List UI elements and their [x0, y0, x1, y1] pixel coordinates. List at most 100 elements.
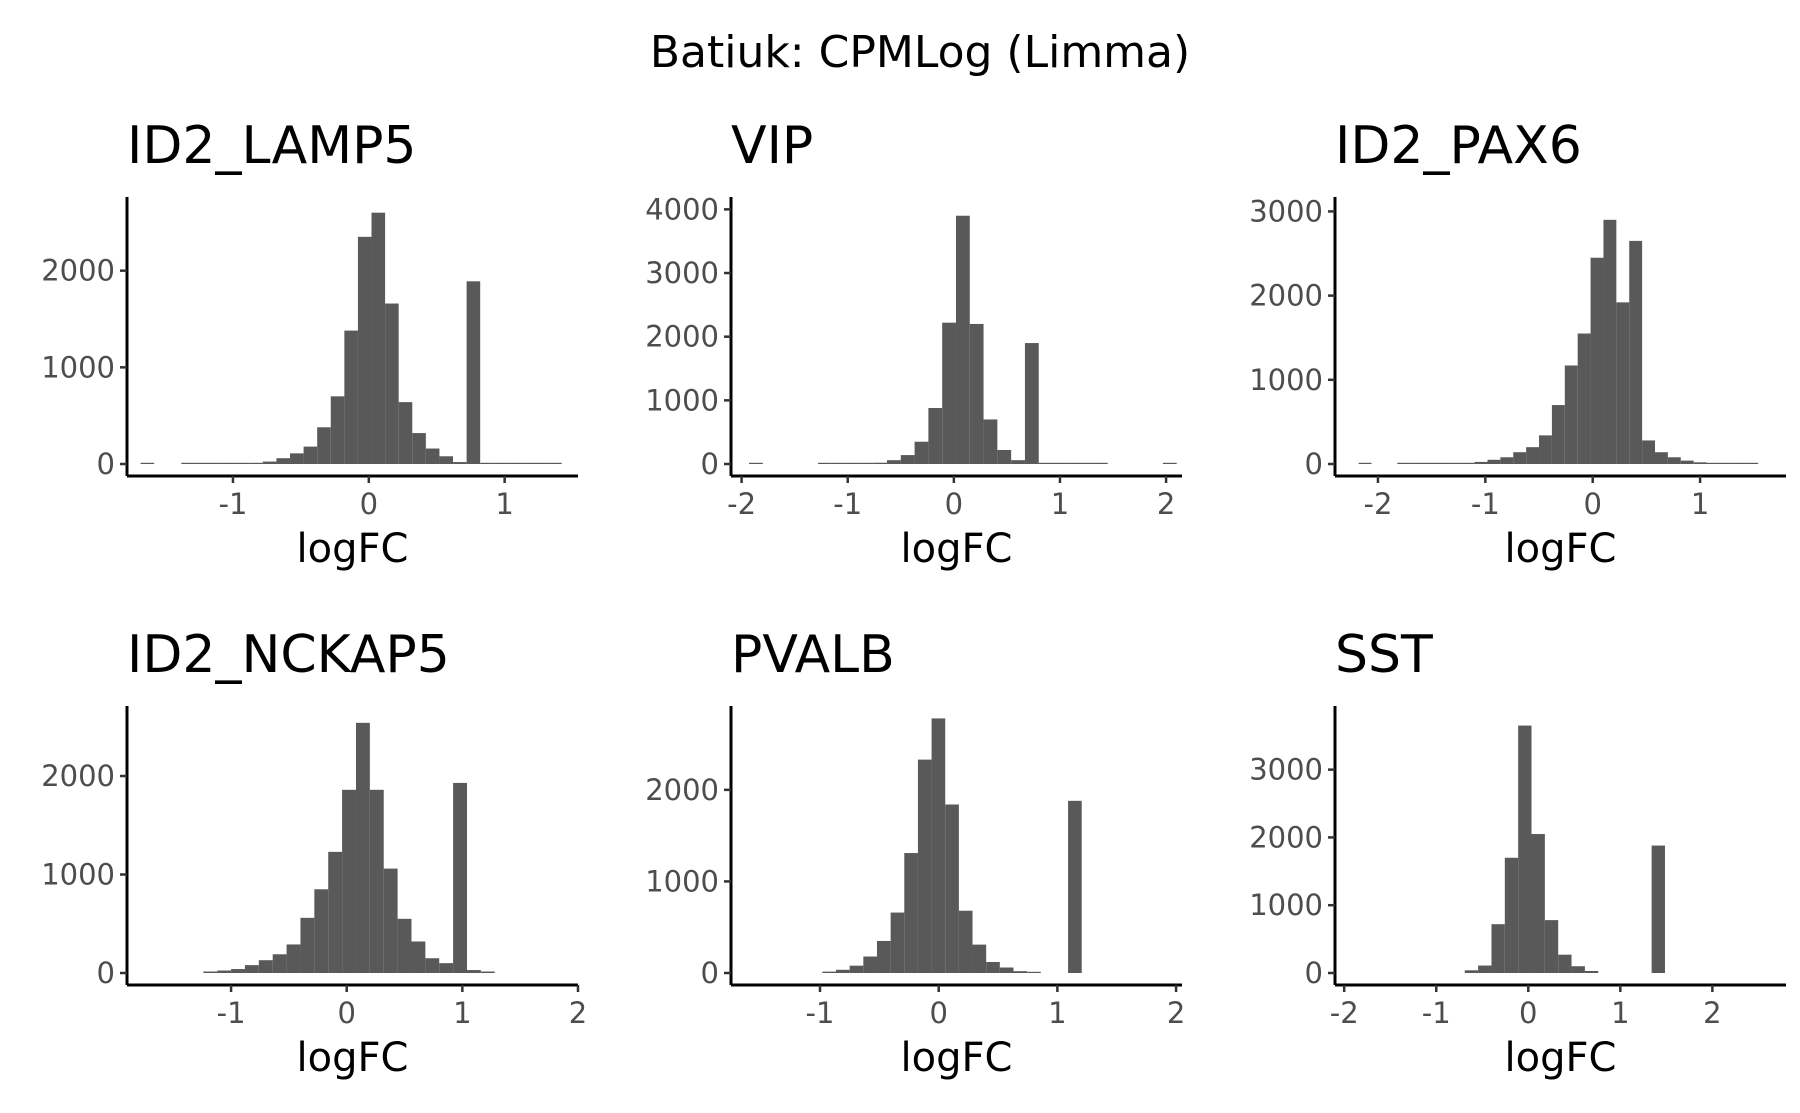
histogram-bar: [890, 912, 905, 973]
histogram-bar: [385, 303, 399, 464]
histogram-bar: [439, 963, 454, 973]
histogram-bar: [235, 462, 250, 464]
y-tick-label: 3000: [645, 256, 719, 290]
histogram-bar: [969, 323, 984, 464]
panel-title: ID2_NCKAP5: [127, 625, 450, 685]
y-tick-label: 3000: [1249, 753, 1323, 787]
histogram-bar: [958, 910, 973, 973]
histogram-bar: [1080, 462, 1094, 464]
histogram-bar: [942, 322, 956, 464]
histogram-bar: [507, 462, 521, 464]
y-tick-label: 3000: [1249, 194, 1323, 228]
histogram-panel-1: ID2_LAMP5 0 1000 2000 -1 0 1 logFC: [41, 116, 578, 572]
histogram-bar: [822, 971, 837, 973]
histogram-bar: [520, 462, 535, 464]
x-tick-label: 1: [453, 996, 471, 1030]
histogram-bar: [1539, 435, 1552, 464]
histogram-bar: [1448, 462, 1462, 464]
histogram-bar: [955, 215, 970, 464]
histogram-panel-4: ID2_NCKAP5 0 1000 2000 -1 0 1 2 logFC: [41, 625, 587, 1081]
histogram-bar: [1500, 457, 1514, 464]
histogram-bar: [314, 889, 329, 973]
histogram-bar: [999, 967, 1014, 973]
histogram-bar: [276, 458, 291, 464]
histogram-bar: [548, 462, 562, 464]
histogram-bar: [1745, 462, 1759, 464]
y-tick-label: 0: [97, 956, 115, 990]
y-tick-label: 2000: [645, 320, 719, 354]
histogram-bar: [258, 960, 273, 973]
x-tick-label: 0: [337, 996, 355, 1030]
y-tick-label: 2000: [645, 773, 719, 807]
histogram-bar: [317, 427, 331, 464]
x-tick-label: 1: [1691, 487, 1709, 521]
y-tick-label: 0: [701, 956, 719, 990]
histogram-bar: [831, 462, 846, 464]
histogram-bar: [1052, 462, 1067, 464]
histogram-bar: [876, 940, 891, 973]
y-tick-label: 2000: [41, 759, 115, 793]
histogram-bar: [466, 281, 481, 464]
histogram-bar: [480, 971, 495, 973]
y-tick-label: 1000: [41, 350, 115, 384]
x-tick-label: 2: [1157, 487, 1175, 521]
histogram-bar: [208, 462, 223, 464]
histogram-bar: [357, 236, 372, 464]
histogram-bar: [1491, 924, 1505, 973]
histogram-bar: [1423, 462, 1436, 464]
histogram-bar: [371, 212, 386, 464]
x-tick-label: 0: [929, 996, 947, 1030]
x-tick-label: -1: [1471, 487, 1500, 521]
histogram-bar: [1410, 462, 1424, 464]
histogram-bar: [272, 954, 287, 973]
histogram-bar: [917, 759, 932, 973]
histogram-bar: [1024, 343, 1039, 464]
histogram-bar: [1603, 219, 1617, 464]
histogram-panel-3: ID2_PAX6 0 1000 2000 3000 -2 -1 0 1 logFC: [1249, 116, 1786, 572]
histogram-bar: [886, 460, 901, 464]
histogram-bar: [355, 722, 370, 973]
histogram-bar: [1577, 333, 1591, 464]
histogram-bar: [480, 462, 494, 464]
x-tick-label: -1: [833, 487, 862, 521]
histogram-bar: [1066, 462, 1081, 464]
histogram-bar: [1629, 240, 1643, 464]
histogram-bar: [1706, 462, 1720, 464]
x-tick-label: 0: [360, 487, 378, 521]
histogram-bar: [900, 455, 915, 464]
y-tick-label: 2000: [1249, 820, 1323, 854]
x-tick-label: 2: [569, 996, 587, 1030]
y-tick-label: 1000: [645, 383, 719, 417]
histogram-bar: [1642, 440, 1655, 464]
x-tick-label: 0: [1583, 487, 1601, 521]
histogram-bar: [1478, 965, 1492, 973]
histogram-bar: [1068, 800, 1082, 973]
y-tick-label: 1000: [1249, 888, 1323, 922]
histogram-bar: [222, 462, 236, 464]
histogram-bar: [194, 462, 209, 464]
panel-title: PVALB: [731, 625, 895, 685]
x-tick-label: -1: [217, 996, 246, 1030]
histogram-bar: [1732, 462, 1746, 464]
histogram-bar: [342, 789, 356, 973]
histogram-bar: [290, 453, 304, 464]
histogram-bar: [244, 965, 259, 973]
histogram-bar: [931, 718, 946, 973]
histogram-bar: [1693, 462, 1707, 464]
histogram-bar: [425, 448, 440, 464]
x-tick-label: 2: [1167, 996, 1185, 1030]
x-tick-label: 1: [1048, 996, 1066, 1030]
histogram-panel-2: VIP 0 1000 2000 3000 4000 -2 -1 0 1 2 logFC: [645, 116, 1182, 572]
histogram-bar: [1027, 971, 1041, 973]
x-axis-title: logFC: [901, 1035, 1013, 1081]
histogram-bar: [181, 462, 195, 464]
histogram-bar: [330, 396, 345, 464]
histogram-bar: [203, 971, 218, 973]
histogram-bar: [286, 944, 301, 973]
histogram-bar: [1162, 462, 1177, 464]
y-tick-label: 2000: [41, 254, 115, 288]
histogram-bar: [369, 789, 384, 973]
panel-title: ID2_LAMP5: [127, 116, 417, 176]
histogram-bar: [818, 462, 832, 464]
